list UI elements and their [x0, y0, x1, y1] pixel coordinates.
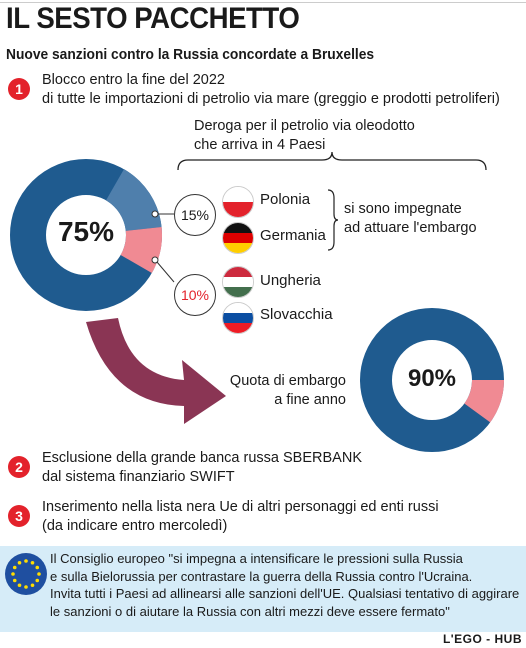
germany-flag-icon	[222, 222, 254, 254]
quota-line1: Quota di embargo	[229, 373, 346, 389]
pct-exempt-label: 10%	[180, 287, 210, 303]
quota-line2: a fine anno	[274, 392, 346, 408]
eu-star	[30, 560, 35, 565]
hungary-flag-icon	[222, 266, 254, 298]
item2-line1: Esclusione della grande banca russa SBER…	[42, 450, 362, 466]
top-rule	[0, 2, 526, 3]
deroga-line2: che arriva in 4 Paesi	[194, 137, 326, 153]
note-line2: e sulla Bielorussia per contrastare la g…	[50, 568, 473, 584]
item1-line1: Blocco entro la fine del 2022	[42, 72, 225, 88]
commit-note-line1: si sono impegnate	[344, 201, 462, 217]
commit-note-line2: ad attuare l'embargo	[344, 220, 477, 236]
pct-committed-badge: 15%	[174, 194, 216, 236]
commit-brace	[327, 189, 338, 251]
note-line3: Invita tutti i Paesi ad allinearsi alle …	[50, 586, 520, 601]
donut1-segment-10	[120, 227, 162, 273]
council-note-text: Il Consiglio europeo "si impegna a inten…	[50, 550, 519, 620]
donut-chart-petrol	[10, 159, 162, 311]
eu-star	[30, 583, 35, 588]
deroga-brace	[177, 151, 487, 171]
item-number-3: 3	[8, 505, 30, 527]
donut1-center-label: 75%	[57, 216, 115, 247]
pct-committed-label: 15%	[180, 207, 210, 223]
pct-exempt-badge: 10%	[174, 274, 216, 316]
eu-star	[17, 583, 22, 588]
country-slovakia: Slovacchia	[260, 306, 333, 323]
eu-star	[35, 565, 40, 570]
note-line4: le sanzioni o di aiutare la Russia con a…	[50, 603, 450, 619]
eu-star	[37, 572, 41, 576]
donut-chart-quota	[360, 308, 504, 452]
eu-star	[11, 572, 15, 576]
page-subtitle: Nuove sanzioni contro la Russia concorda…	[6, 46, 375, 63]
item1-line2: di tutte le importazioni di petrolio via…	[42, 91, 500, 107]
item2-line2: dal sistema finanziario SWIFT	[42, 469, 235, 485]
eu-star	[12, 565, 17, 570]
eu-star	[35, 578, 40, 583]
item-number-2: 2	[8, 456, 30, 478]
eu-star	[17, 560, 22, 565]
donut2-center-label: 90%	[407, 365, 457, 392]
donut1-segment-15	[105, 169, 162, 232]
item-number-1: 1	[8, 78, 30, 100]
poland-flag-icon	[222, 186, 254, 218]
slovakia-flag-icon	[222, 302, 254, 334]
page-title: IL SESTO PACCHETTO	[6, 2, 300, 35]
item3-line1: Inserimento nella lista nera Ue di altri…	[42, 499, 439, 515]
item3-line2: (da indicare entro mercoledì)	[42, 518, 228, 534]
country-hungary: Ungheria	[260, 272, 321, 289]
note-line1: Il Consiglio europeo "si impegna a inten…	[50, 551, 463, 566]
credit-label: L'EGO - HUB	[442, 632, 522, 646]
country-germany: Germania	[260, 227, 326, 244]
deroga-line1: Deroga per il petrolio via oleodotto	[194, 118, 415, 134]
eu-flag-icon	[5, 553, 47, 595]
eu-star	[24, 585, 28, 589]
connector-lines	[151, 210, 175, 283]
country-poland: Polonia	[260, 191, 311, 208]
council-note-box	[0, 546, 526, 632]
eu-star	[24, 559, 28, 563]
donut2-segment-10	[463, 379, 504, 423]
transition-arrow-icon	[86, 318, 226, 424]
eu-star	[12, 578, 17, 583]
